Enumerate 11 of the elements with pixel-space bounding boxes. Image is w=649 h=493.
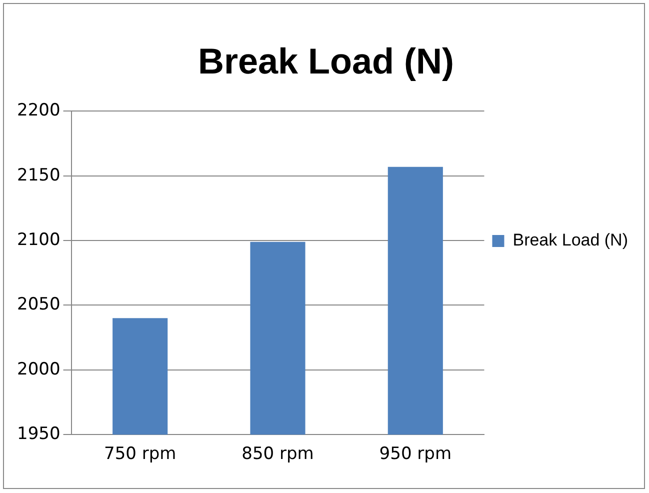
x-tick-label: 750 rpm <box>104 444 176 464</box>
y-tick-label: 1950 <box>17 424 60 444</box>
chart-title: Break Load (N) <box>198 40 454 82</box>
x-tick-label: 950 rpm <box>379 444 452 464</box>
y-tick-label: 2050 <box>17 294 60 315</box>
legend-label: Break Load (N) <box>512 230 628 250</box>
y-tick-label: 2000 <box>17 359 60 380</box>
y-tick-label: 2200 <box>17 100 60 121</box>
y-tick-label: 2100 <box>17 230 60 250</box>
x-tick-label: 850 rpm <box>242 444 314 464</box>
y-tick-label: 2150 <box>17 165 60 186</box>
